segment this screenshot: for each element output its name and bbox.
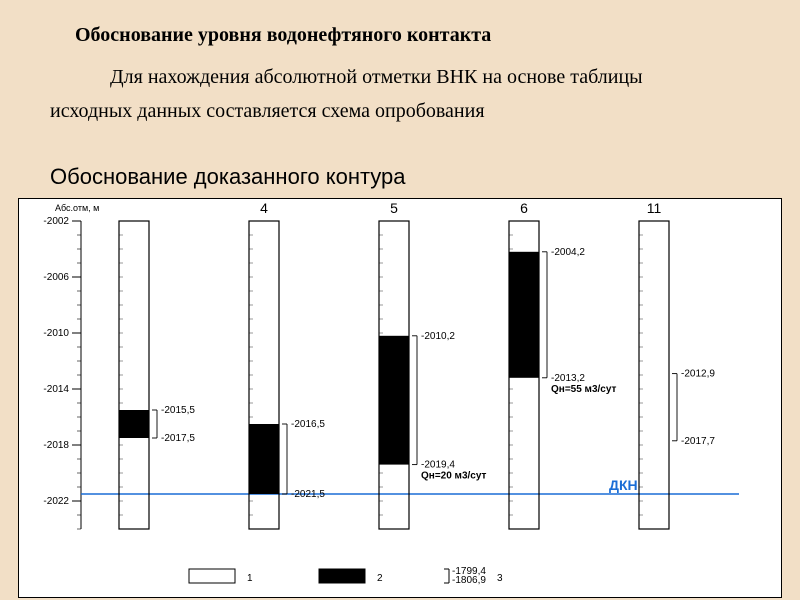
paragraph: Для нахождения абсолютной отметки ВНК на… [50,60,770,128]
para-line2: исходных данных составляется схема опроб… [50,100,485,122]
svg-text:ДКН: ДКН [609,477,638,493]
svg-text:-2017,7: -2017,7 [681,436,715,447]
svg-text:-2013,2: -2013,2 [551,373,585,384]
svg-text:Абс.отм, м: Абс.отм, м [55,203,99,213]
svg-text:Qн=20 м3/сут: Qн=20 м3/сут [421,471,487,482]
svg-text:5: 5 [390,200,398,216]
subheading-l1: Обоснование доказанного контура [50,164,406,189]
svg-text:-2012,9: -2012,9 [681,369,715,380]
well-chart: Абс.отм, м -2002 -2006 -2010 -2014 -2018 -2022… [19,199,781,597]
svg-text:2: 2 [377,573,383,584]
svg-text:4: 4 [260,200,268,216]
svg-text:11: 11 [647,200,662,216]
para-line1: Для нахождения абсолютной отметки ВНК на… [110,66,643,88]
chart-panel: Абс.отм, м -2002 -2006 -2010 -2014 -2018 -2022… [18,198,782,598]
svg-text:-2022: -2022 [43,496,69,507]
svg-text:-2016,5: -2016,5 [291,419,325,430]
svg-text:-2017,5: -2017,5 [161,433,195,444]
svg-text:-2018: -2018 [43,440,69,451]
svg-text:-2014: -2014 [43,384,69,395]
svg-text:-2006: -2006 [43,272,69,283]
svg-text:Qн=55 м3/сут: Qн=55 м3/сут [551,384,617,395]
svg-text:6: 6 [520,200,528,216]
svg-text:-2010,2: -2010,2 [421,331,455,342]
svg-text:-2019,4: -2019,4 [421,460,455,471]
svg-text:3: 3 [497,573,503,584]
heading: Обоснование уровня водонефтяного контакт… [75,24,491,47]
svg-text:-2002: -2002 [43,216,69,227]
svg-text:-1806,9: -1806,9 [452,575,486,586]
svg-text:-2015,5: -2015,5 [161,405,195,416]
svg-text:-2021,5: -2021,5 [291,489,325,500]
svg-text:-2010: -2010 [43,328,69,339]
svg-text:-2004,2: -2004,2 [551,247,585,258]
svg-text:1: 1 [247,573,253,584]
slide: Обоснование уровня водонефтяного контакт… [0,0,800,600]
